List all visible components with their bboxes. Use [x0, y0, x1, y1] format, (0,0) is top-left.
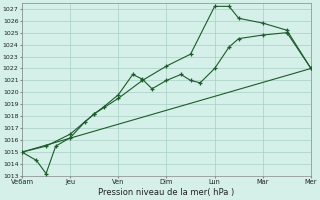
X-axis label: Pression niveau de la mer( hPa ): Pression niveau de la mer( hPa ) [98, 188, 235, 197]
